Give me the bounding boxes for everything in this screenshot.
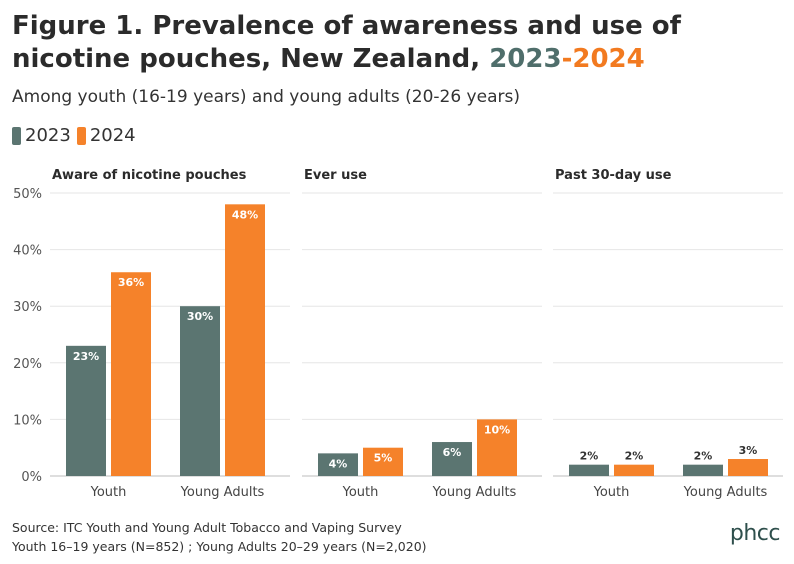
chart-title: Figure 1. Prevalence of awareness and us… (12, 10, 787, 76)
x-tick-label: Youth (90, 485, 127, 500)
data-label: 2% (694, 450, 713, 463)
data-label: 6% (443, 446, 462, 459)
data-label: 3% (739, 444, 758, 457)
panel-title: Ever use (304, 168, 367, 183)
data-label: 10% (484, 423, 510, 436)
bar-2023 (66, 345, 106, 476)
bar-2024 (111, 272, 151, 476)
y-tick-label: 30% (13, 300, 42, 315)
bar-chart: 0% 10% 20% 30% 40% 50% Aware of nicotine pouch… (13, 168, 783, 500)
y-tick-label: 20% (13, 357, 42, 372)
bar-2024 (363, 447, 403, 476)
bar-2023 (180, 306, 220, 476)
legend-item-2024: 2024 (76, 125, 136, 146)
bar-2023 (432, 442, 472, 476)
bar-2023 (683, 464, 723, 476)
legend: 2023 2024 (12, 125, 142, 146)
data-label: 2% (625, 450, 644, 463)
source-line-2: Youth 16–19 years (N=852) ; Young Adults… (12, 539, 427, 554)
y-tick-label: 50% (13, 187, 42, 202)
legend-swatch-2023 (12, 126, 21, 145)
x-tick-label: Young Adults (683, 485, 768, 500)
data-label: 5% (374, 452, 393, 465)
phcc-logo: phcc (729, 521, 781, 546)
x-tick-label: Young Adults (432, 485, 517, 500)
panel-title: Aware of nicotine pouches (52, 168, 247, 183)
chart-subtitle: Among youth (16-19 years) and young adul… (12, 87, 520, 107)
data-label: 4% (329, 457, 348, 470)
y-tick-label: 40% (13, 244, 42, 259)
data-label: 36% (118, 276, 144, 289)
data-label: 23% (73, 350, 99, 363)
bar-2023 (569, 464, 609, 476)
data-label: 48% (232, 208, 258, 221)
y-tick-label: 10% (13, 413, 42, 428)
bar-2024 (225, 204, 265, 476)
legend-label-2024: 2024 (89, 125, 136, 146)
bar-2024 (477, 419, 517, 476)
bar-2023 (318, 453, 358, 476)
panel-title: Past 30-day use (555, 168, 672, 183)
y-tick-label: 0% (21, 470, 42, 485)
data-label: 2% (580, 450, 599, 463)
x-tick-label: Youth (342, 485, 379, 500)
legend-label-2023: 2023 (25, 125, 71, 146)
title-year-2023: 2023 (489, 44, 562, 74)
bar-2024 (614, 464, 654, 476)
title-year-2024: 2024 (572, 44, 645, 74)
source-note: Source: ITC Youth and Young Adult Tobacc… (12, 518, 427, 556)
x-tick-label: Young Adults (180, 485, 265, 500)
title-dash: - (561, 44, 573, 74)
data-label: 30% (187, 310, 213, 323)
title-text: Figure 1. Prevalence of awareness and us… (12, 11, 681, 74)
legend-item-2023: 2023 (12, 125, 71, 146)
bar-2024 (728, 459, 768, 476)
x-tick-label: Youth (593, 485, 630, 500)
source-line-1: Source: ITC Youth and Young Adult Tobacc… (12, 520, 402, 535)
legend-swatch-2024 (76, 126, 86, 145)
